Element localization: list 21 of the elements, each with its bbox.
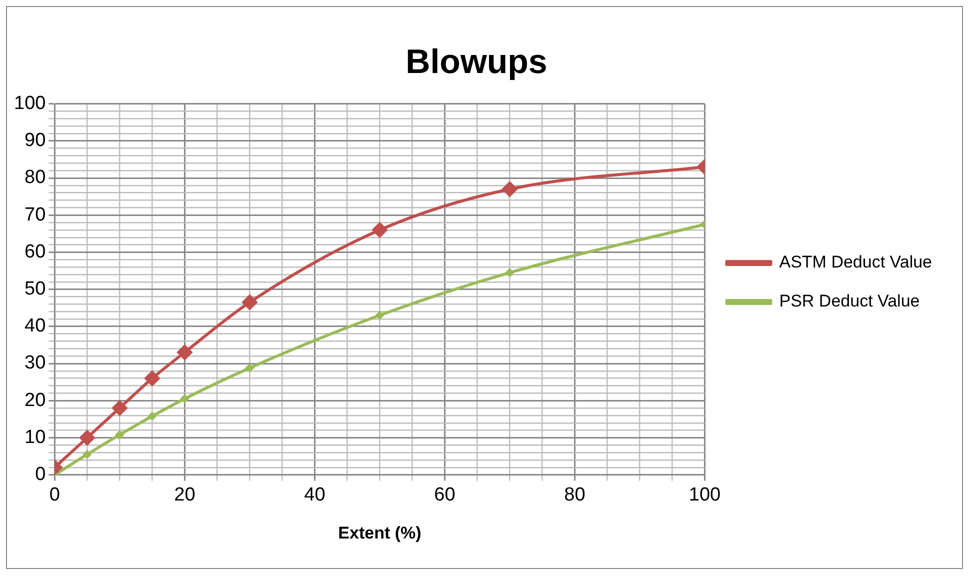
- y-tick-label: 0: [35, 464, 46, 486]
- x-tick-label: 80: [564, 484, 586, 506]
- x-axis-title: Extent (%): [338, 523, 422, 542]
- y-tick-label: 50: [24, 278, 46, 300]
- legend-label: ASTM Deduct Value: [779, 252, 932, 272]
- y-tick-label: 80: [24, 167, 46, 188]
- legend-label: PSR Deduct Value: [779, 292, 920, 311]
- chart-title: Blowups: [406, 42, 548, 81]
- x-tick-label: 20: [174, 484, 196, 506]
- y-tick-label: 30: [24, 352, 46, 374]
- y-tick-label: 40: [24, 316, 46, 337]
- y-tick-label: 100: [14, 93, 46, 114]
- y-tick-label: 90: [24, 130, 46, 152]
- x-tick-label: 60: [434, 484, 456, 506]
- y-tick-label: 60: [24, 241, 46, 262]
- x-tick-label: 100: [688, 484, 721, 506]
- y-tick-label: 10: [24, 426, 46, 448]
- y-tick-label: 70: [24, 204, 46, 226]
- y-tick-label: 20: [24, 390, 46, 411]
- x-tick-label: 40: [304, 484, 326, 506]
- x-tick-label: 0: [49, 484, 60, 506]
